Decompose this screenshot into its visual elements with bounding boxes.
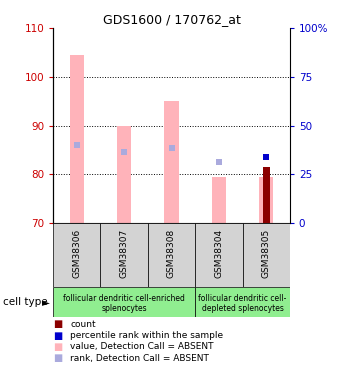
Text: GSM38308: GSM38308 [167, 229, 176, 278]
Bar [212, 177, 226, 223]
Text: ■: ■ [53, 331, 62, 340]
Bar [117, 126, 131, 223]
Bar [53, 223, 100, 287]
Text: depleted splenocytes: depleted splenocytes [202, 304, 283, 313]
Text: GSM38306: GSM38306 [72, 229, 81, 278]
Bar [53, 287, 195, 317]
Text: follicular dendritic cell-: follicular dendritic cell- [198, 294, 287, 303]
Text: value, Detection Call = ABSENT: value, Detection Call = ABSENT [70, 342, 214, 351]
Text: count: count [70, 320, 96, 329]
Title: GDS1600 / 170762_at: GDS1600 / 170762_at [103, 13, 240, 26]
Bar [259, 177, 273, 223]
Bar [70, 55, 84, 223]
Text: follicular dendritic cell-enriched: follicular dendritic cell-enriched [63, 294, 185, 303]
Bar [148, 223, 195, 287]
Text: GSM38307: GSM38307 [120, 229, 129, 278]
Text: percentile rank within the sample: percentile rank within the sample [70, 331, 223, 340]
Text: splenocytes: splenocytes [101, 304, 147, 313]
Bar [263, 167, 270, 223]
Text: ■: ■ [53, 353, 62, 363]
Bar [195, 223, 243, 287]
Text: ■: ■ [53, 320, 62, 329]
Bar [100, 223, 148, 287]
Text: cell type: cell type [3, 297, 48, 307]
Text: GSM38304: GSM38304 [214, 229, 223, 278]
Bar [195, 287, 290, 317]
Text: ►: ► [42, 297, 50, 307]
Bar [164, 101, 179, 223]
Text: rank, Detection Call = ABSENT: rank, Detection Call = ABSENT [70, 354, 209, 363]
Text: GSM38305: GSM38305 [262, 229, 271, 278]
Bar [243, 223, 290, 287]
Text: ■: ■ [53, 342, 62, 352]
